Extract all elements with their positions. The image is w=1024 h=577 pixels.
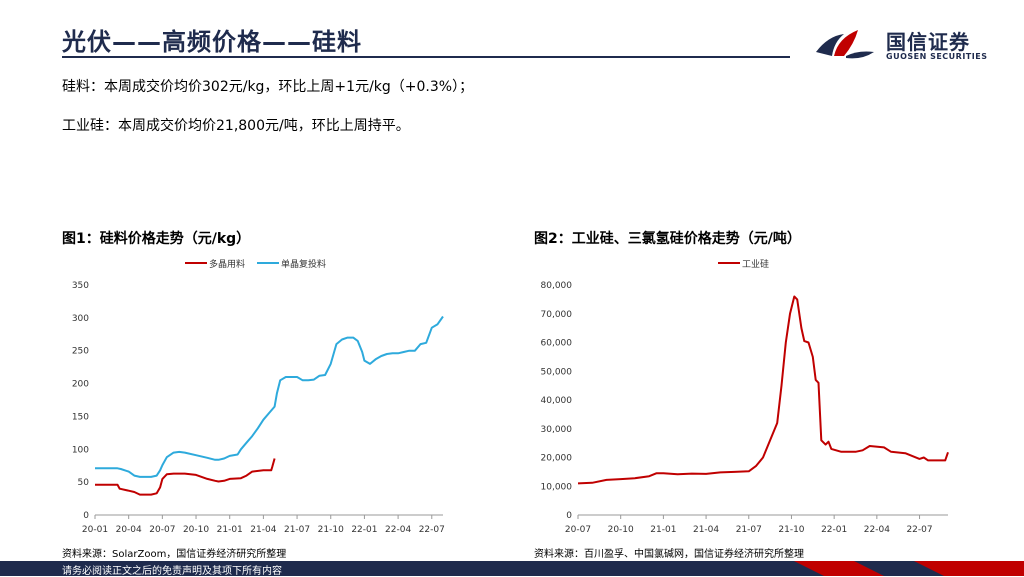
y-tick-label: 200 bbox=[72, 380, 89, 390]
x-tick-label: 22-07 bbox=[419, 525, 445, 535]
summary-polysilicon: 硅料：本周成交价均价302元/kg，环比上周+1元/kg（+0.3%）； bbox=[62, 79, 474, 95]
x-tick-label: 22-01 bbox=[351, 525, 377, 535]
x-tick-label: 22-04 bbox=[864, 525, 890, 535]
x-tick-label: 21-04 bbox=[250, 525, 276, 535]
y-tick-label: 40,000 bbox=[541, 396, 573, 406]
x-tick-label: 20-07 bbox=[149, 525, 175, 535]
logo-name: 国信证券 bbox=[886, 30, 970, 54]
y-tick-label: 20,000 bbox=[541, 454, 573, 464]
x-tick-label: 20-04 bbox=[116, 525, 142, 535]
page-title: 光伏——高频价格——硅料 bbox=[62, 28, 362, 56]
guosen-logo-icon bbox=[816, 30, 874, 59]
chart-industrial-silicon-price: 工业硅 0 10,000 20,000 30,000 40,000 50,000 60,00… bbox=[541, 258, 949, 535]
chart-polysilicon-price: 多晶用料 单晶复投料 0 50 100 150 200 250 300 350 20-01 20-… bbox=[72, 258, 445, 535]
x-tick-label: 21-10 bbox=[318, 525, 344, 535]
y-tick-label: 50 bbox=[78, 478, 90, 488]
footer-disclaimer: 请务必阅读正文之后的免责声明及其项下所有内容 bbox=[62, 566, 282, 577]
y-tick-label: 60,000 bbox=[541, 339, 573, 349]
y-tick-label: 300 bbox=[72, 314, 89, 324]
y-tick-label: 100 bbox=[72, 445, 89, 455]
x-tick-label: 21-04 bbox=[693, 525, 719, 535]
chart2-legend: 工业硅 bbox=[718, 258, 769, 270]
chart1-series bbox=[95, 315, 444, 496]
x-tick-label: 21-01 bbox=[217, 525, 243, 535]
y-tick-label: 0 bbox=[566, 511, 572, 521]
series-line-0 bbox=[577, 295, 949, 485]
legend-label-series-0: 工业硅 bbox=[742, 258, 769, 270]
figure2-source: 资料来源：百川盈孚、中国氯碱网，国信证券经济研究所整理 bbox=[534, 549, 804, 560]
legend-label-series-1: 单晶复投料 bbox=[281, 258, 326, 270]
y-tick-label: 70,000 bbox=[541, 310, 573, 320]
y-tick-label: 150 bbox=[72, 412, 89, 422]
x-tick-label: 20-07 bbox=[565, 525, 591, 535]
y-tick-label: 50,000 bbox=[541, 367, 573, 377]
figure1-source: 资料来源：SolarZoom，国信证券经济研究所整理 bbox=[62, 549, 287, 560]
y-tick-label: 250 bbox=[72, 347, 89, 357]
x-tick-label: 21-10 bbox=[778, 525, 804, 535]
x-tick-label: 22-04 bbox=[385, 525, 411, 535]
series-line-1 bbox=[95, 315, 444, 478]
legend-label-series-0: 多晶用料 bbox=[209, 258, 245, 270]
chart2-axes: 0 10,000 20,000 30,000 40,000 50,000 60,000 70,… bbox=[541, 281, 948, 535]
chart2-series bbox=[577, 295, 949, 485]
figure2-title: 图2：工业硅、三氯氢硅价格走势（元/吨） bbox=[534, 231, 801, 247]
x-tick-label: 21-07 bbox=[284, 525, 310, 535]
figure1-title: 图1：硅料价格走势（元/kg） bbox=[62, 231, 251, 247]
y-tick-label: 0 bbox=[83, 511, 89, 521]
series-line-0 bbox=[95, 458, 276, 496]
x-tick-label: 20-10 bbox=[608, 525, 634, 535]
y-tick-label: 10,000 bbox=[541, 482, 573, 492]
x-tick-label: 20-01 bbox=[82, 525, 108, 535]
footer-bar: 请务必阅读正文之后的免责声明及其项下所有内容 bbox=[0, 561, 1024, 577]
chart1-legend: 多晶用料 单晶复投料 bbox=[185, 258, 326, 270]
y-tick-label: 30,000 bbox=[541, 425, 573, 435]
x-tick-label: 22-07 bbox=[906, 525, 932, 535]
x-tick-label: 21-07 bbox=[736, 525, 762, 535]
summary-industrial-silicon: 工业硅：本周成交价均价21,800元/吨，环比上周持平。 bbox=[62, 118, 410, 134]
y-tick-label: 80,000 bbox=[541, 281, 573, 291]
x-tick-label: 21-01 bbox=[650, 525, 676, 535]
title-underline bbox=[62, 56, 790, 58]
x-tick-label: 22-01 bbox=[821, 525, 847, 535]
y-tick-label: 350 bbox=[72, 281, 89, 291]
chart1-axes: 0 50 100 150 200 250 300 350 20-01 20-04 20-07 20-1… bbox=[72, 281, 445, 535]
footer-accent-stripes bbox=[794, 561, 1024, 576]
x-tick-label: 20-10 bbox=[183, 525, 209, 535]
logo-subtitle: GUOSEN SECURITIES bbox=[886, 52, 988, 61]
